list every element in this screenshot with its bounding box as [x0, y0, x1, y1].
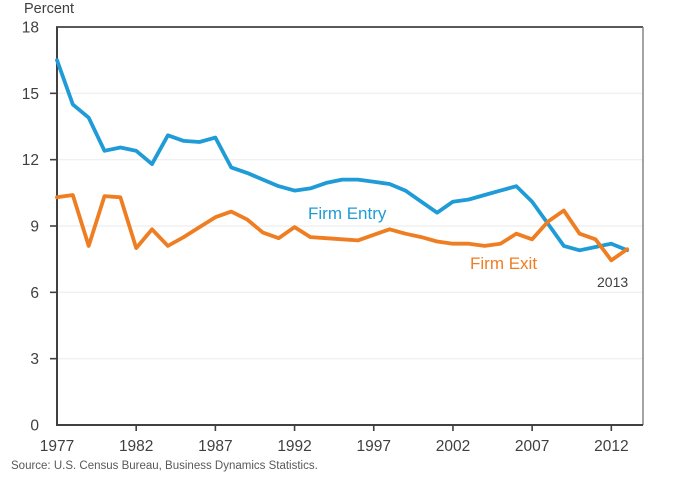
- firm-entry-line: [55, 58, 630, 253]
- y-tick-label: 0: [30, 418, 39, 435]
- x-tick-label: 1992: [277, 438, 311, 455]
- x-tick-label: 2002: [436, 438, 470, 455]
- y-tick-label: 6: [30, 285, 39, 302]
- x-tick-label: 2012: [594, 438, 628, 455]
- firm-entry-series-label: Firm Entry: [308, 204, 387, 223]
- y-tick-label: 12: [22, 152, 39, 169]
- source-citation: Source: U.S. Census Bureau, Business Dyn…: [11, 460, 318, 472]
- firm-exit-series-label: Firm Exit: [470, 254, 538, 273]
- y-tick-label: 18: [22, 20, 39, 37]
- firm-exit-line: [55, 193, 630, 263]
- x-tick-label: 1982: [119, 438, 153, 455]
- x-tick-label: 1987: [198, 438, 232, 455]
- x-tick-label: 1997: [357, 438, 391, 455]
- y-tick-label: 15: [22, 86, 39, 103]
- end-year-annotation: 2013: [597, 274, 629, 290]
- x-tick-label: 2007: [515, 438, 549, 455]
- y-axis-title: Percent: [24, 1, 74, 17]
- y-tick-label: 3: [30, 351, 39, 368]
- x-tick-label: 1977: [40, 438, 74, 455]
- y-tick-label: 9: [30, 219, 39, 236]
